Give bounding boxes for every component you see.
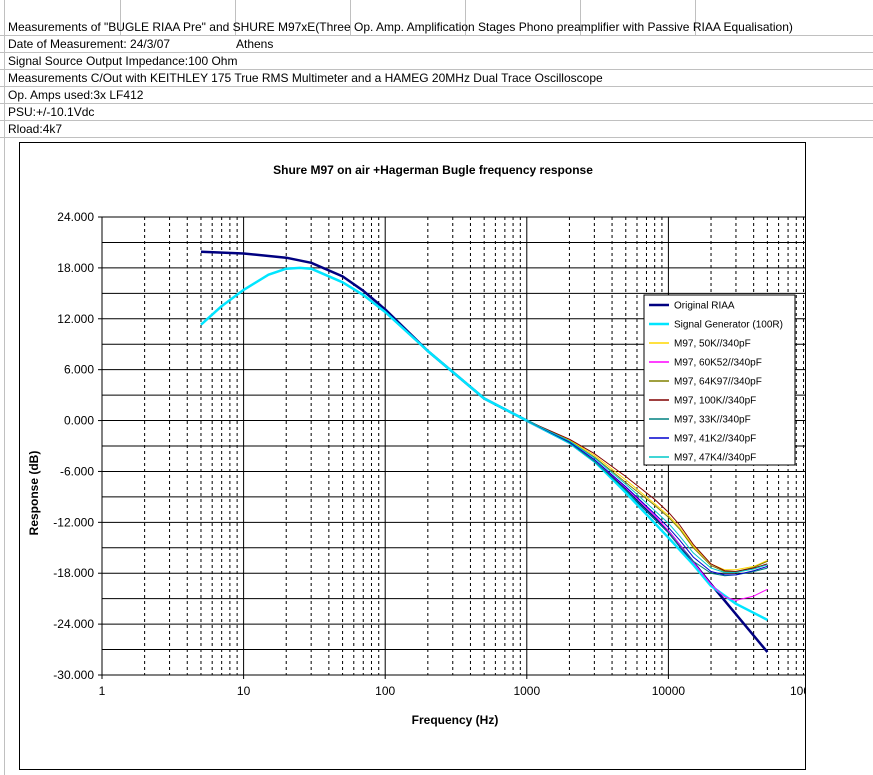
column-divider: [465, 0, 466, 35]
column-divider: [120, 0, 121, 35]
x-tick-label: 1000: [513, 684, 540, 698]
legend-entry: M97, 100K//340pF: [674, 396, 756, 407]
sheet-cell-psu[interactable]: PSU:+/-10.1Vdc: [8, 105, 95, 119]
y-tick-label: -24.000: [53, 617, 94, 631]
y-tick-label: -6.000: [60, 464, 94, 478]
column-divider: [235, 0, 236, 35]
sheet-cell-date[interactable]: Date of Measurement: 24/3/07: [8, 37, 171, 51]
sheet-cell-location[interactable]: Athens: [236, 37, 274, 51]
y-tick-label: 6.000: [64, 363, 94, 377]
sheet-row[interactable]: PSU:+/-10.1Vdc: [0, 104, 873, 121]
legend-entry: M97, 50K//340pF: [674, 339, 751, 350]
sheet-row[interactable]: Measurements of "BUGLE RIAA Pre" and SHU…: [0, 19, 873, 36]
series-line-9: [526, 420, 768, 573]
sheet-row[interactable]: Measurements C/Out with KEITHLEY 175 Tru…: [0, 70, 873, 87]
y-tick-label: 0.000: [64, 414, 94, 428]
legend-entry: M97, 47K4//340pF: [674, 453, 756, 464]
sheet-row[interactable]: Op. Amps used:3x LF412: [0, 87, 873, 104]
y-tick-label: -12.000: [53, 515, 94, 529]
column-divider: [350, 0, 351, 35]
y-tick-label: 24.000: [57, 210, 94, 224]
sheet-cell-equipment[interactable]: Measurements C/Out with KEITHLEY 175 Tru…: [8, 71, 603, 85]
sheet-row[interactable]: Rload:4k7: [0, 121, 873, 138]
sheet-cell-opamps[interactable]: Op. Amps used:3x LF412: [8, 88, 144, 102]
legend-entry: M97, 64K97//340pF: [674, 377, 762, 388]
chart-title: Shure M97 on air +Hagerman Bugle frequen…: [273, 163, 593, 177]
sheet-cell-title[interactable]: Measurements of "BUGLE RIAA Pre" and SHU…: [8, 20, 793, 34]
frequency-response-chart: 24.000 18.000 12.000 6.000 0.000 -6.000 -12.00…: [27, 163, 830, 727]
series-line-2: [200, 266, 768, 622]
series-line-8: [526, 420, 768, 576]
column-divider: [695, 0, 696, 35]
legend-box: [643, 294, 796, 466]
x-axis-label: Frequency (Hz): [412, 713, 499, 727]
x-tick-label: 100: [375, 684, 395, 698]
sheet-row[interactable]: Signal Source Output Impedance:100 Ohm: [0, 53, 873, 70]
column-divider: [4, 0, 5, 775]
x-tick-label: 100000: [790, 684, 805, 698]
x-tick-label: 1: [99, 684, 106, 698]
y-tick-label: -30.000: [53, 668, 94, 682]
sheet-cell-rload[interactable]: Rload:4k7: [8, 122, 63, 136]
series-line-6: [526, 420, 768, 572]
x-tick-label: 10: [237, 684, 251, 698]
legend: Original RIAA Signal Generator (100R) M97,…: [643, 294, 796, 466]
sheet-cell-impedance[interactable]: Signal Source Output Impedance:100 Ohm: [8, 54, 238, 68]
chart-object[interactable]: 24.000 18.000 12.000 6.000 0.000 -6.000 -12.00…: [19, 142, 830, 770]
series-layer: [200, 250, 769, 653]
y-tick-label: 12.000: [57, 312, 94, 326]
legend-entry: M97, 33K//340pF: [674, 415, 751, 426]
legend-entry: M97, 41K2//340pF: [674, 434, 756, 445]
legend-entry: Signal Generator (100R): [674, 320, 783, 331]
y-tick-label: 18.000: [57, 261, 94, 275]
y-tick-label: -18.000: [53, 566, 94, 580]
x-tick-label: 10000: [652, 684, 686, 698]
series-line-3: [526, 420, 768, 571]
legend-entry: M97, 60K52//340pF: [674, 358, 762, 369]
column-divider: [580, 0, 581, 35]
y-axis-label: Response (dB): [27, 451, 41, 536]
sheet-row[interactable]: Date of Measurement: 24/3/07 Athens: [0, 36, 873, 53]
legend-entry: Original RIAA: [674, 301, 735, 312]
